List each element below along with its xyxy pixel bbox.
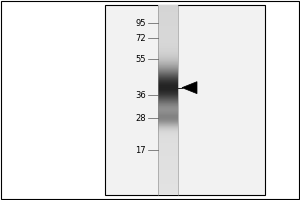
Text: 95: 95 xyxy=(136,19,146,28)
Polygon shape xyxy=(182,82,197,94)
Text: 36: 36 xyxy=(135,91,146,100)
Text: 55: 55 xyxy=(136,55,146,64)
Text: 72: 72 xyxy=(135,34,146,43)
Bar xyxy=(105,5,265,195)
Text: 17: 17 xyxy=(135,146,146,155)
Text: 28: 28 xyxy=(135,114,146,123)
